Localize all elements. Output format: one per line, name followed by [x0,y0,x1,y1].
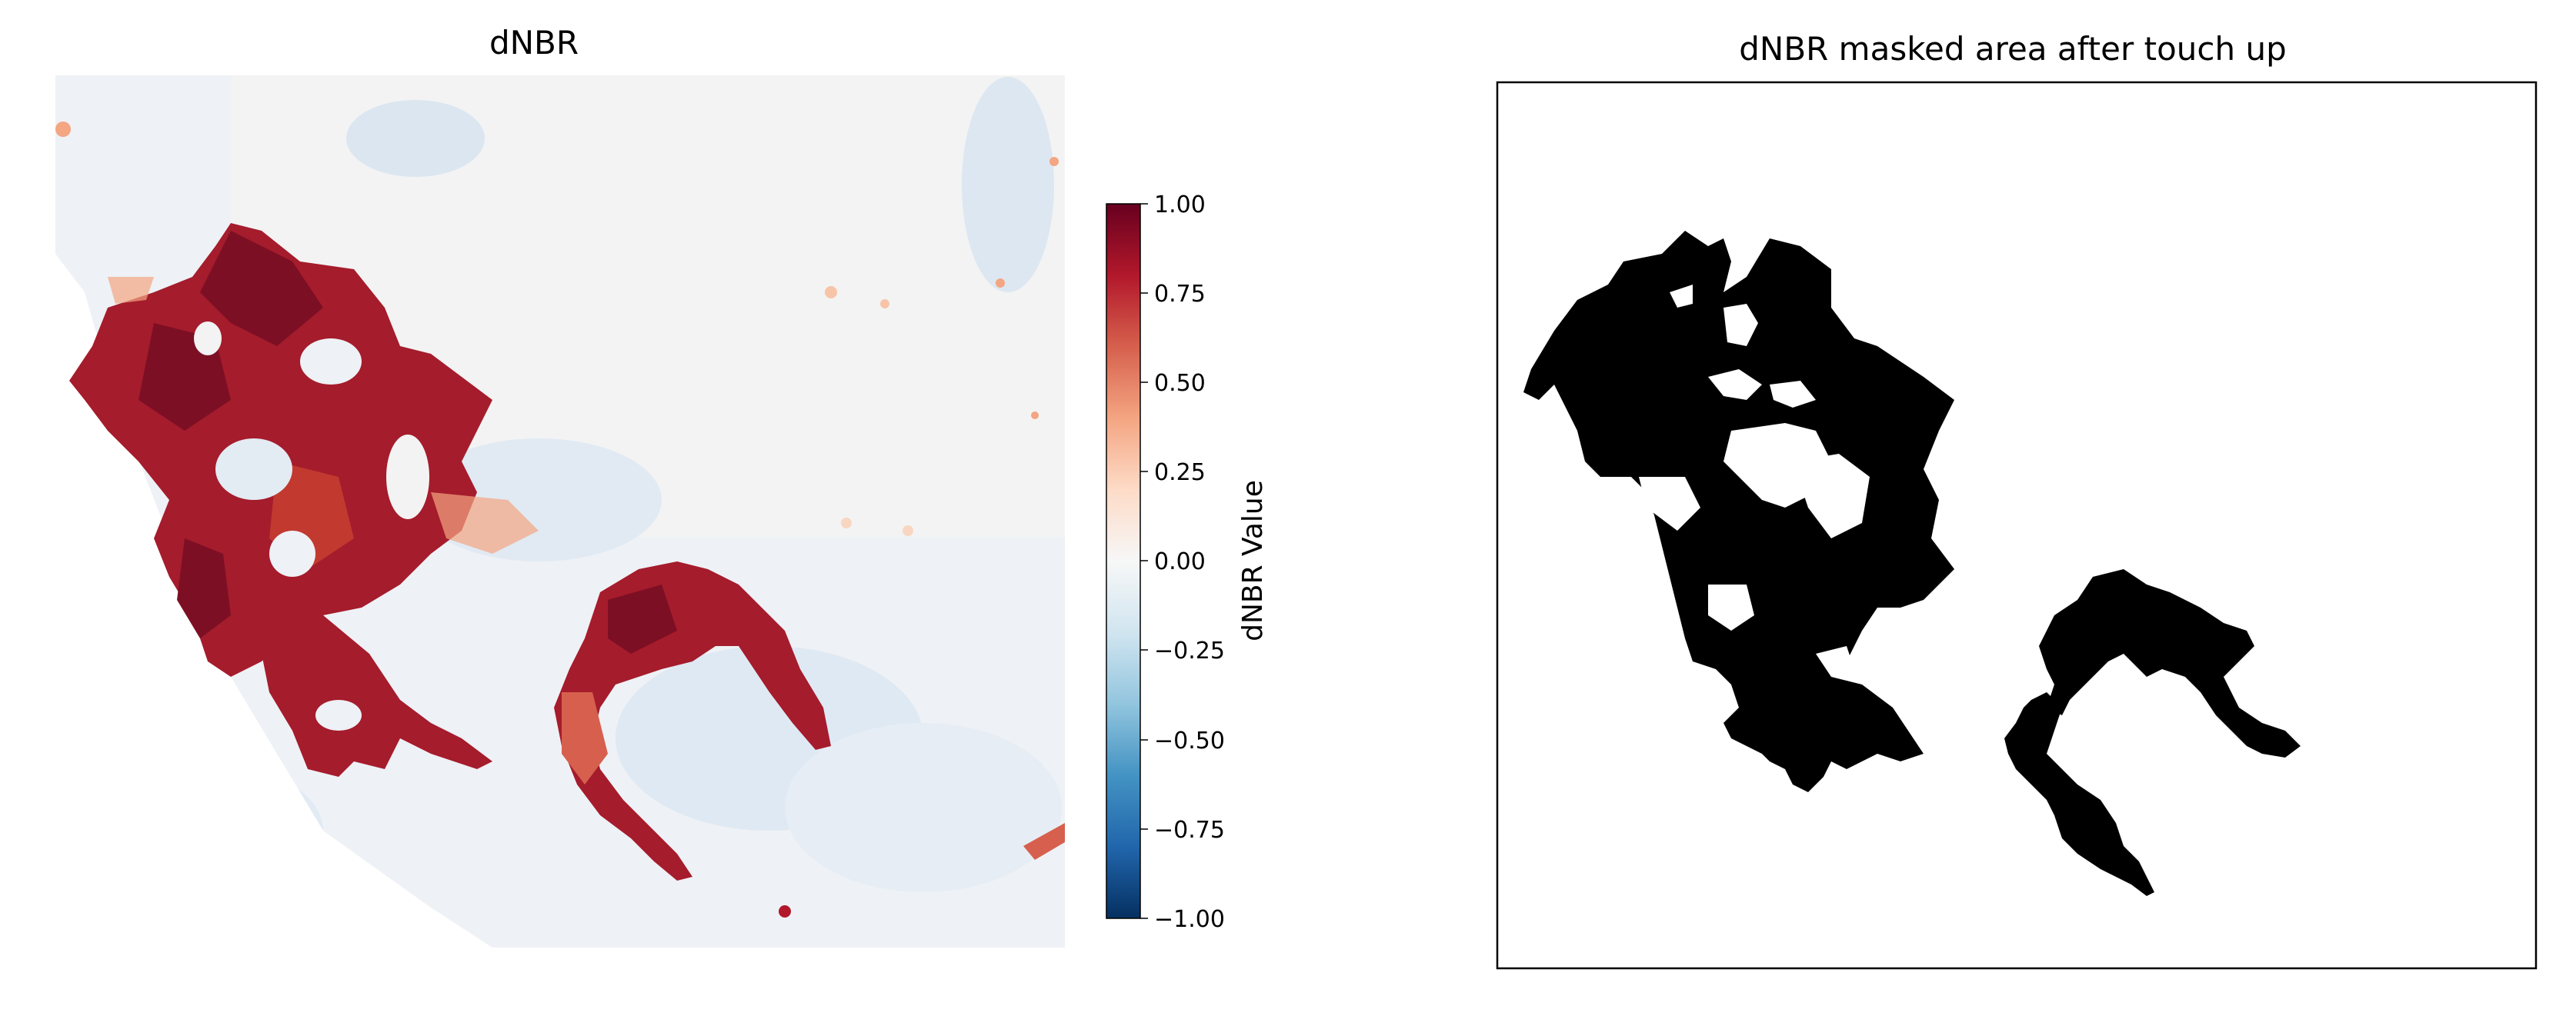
colorbar-label: dNBR Value [1237,480,1269,641]
left-chart-title: dNBR [489,24,579,62]
mask-region-hook-tail [2004,692,2154,896]
colorbar-tick-label: 0.50 [1154,370,1206,397]
colorbar-tick-label: 0.25 [1154,459,1206,486]
dnbr-heatmap [55,75,1065,948]
colorbar-tick-label: −0.50 [1154,728,1225,755]
right-chart-title: dNBR masked area after touch up [1739,30,2286,68]
colorbar-tick-label: −0.75 [1154,817,1225,844]
mask-region-southeast [2039,569,2301,758]
colorbar-tick-label: −0.25 [1154,638,1225,665]
colorbar-tick-label: −1.00 [1154,906,1225,933]
colorbar-ticks [1140,203,1148,919]
colorbar-tick-label: 1.00 [1154,192,1206,218]
colorbar-tick-label: 0.75 [1154,281,1206,308]
colorbar-gradient [1106,203,1141,919]
colorbar: 1.00 0.75 0.50 0.25 0.00 −0.25 −0.50 −0.… [1106,192,1269,933]
colorbar-tick-label: 0.00 [1154,548,1206,575]
burn-mask [1523,231,2301,896]
mask-axes-frame [1496,81,2538,970]
